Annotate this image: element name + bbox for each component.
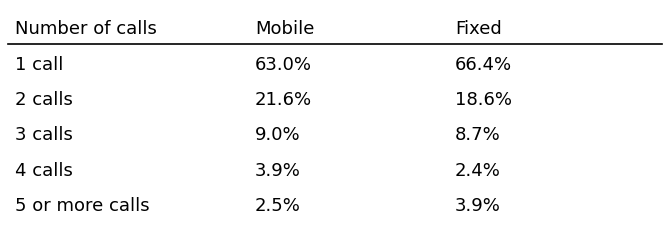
Text: 4 calls: 4 calls xyxy=(15,161,72,179)
Text: 2.5%: 2.5% xyxy=(255,196,301,214)
Text: 1 call: 1 call xyxy=(15,56,63,74)
Text: 66.4%: 66.4% xyxy=(455,56,513,74)
Text: 5 or more calls: 5 or more calls xyxy=(15,196,149,214)
Text: 8.7%: 8.7% xyxy=(455,126,501,144)
Text: 2.4%: 2.4% xyxy=(455,161,501,179)
Text: 2 calls: 2 calls xyxy=(15,91,72,109)
Text: 3 calls: 3 calls xyxy=(15,126,72,144)
Text: Fixed: Fixed xyxy=(455,19,502,38)
Text: Number of calls: Number of calls xyxy=(15,19,157,38)
Text: 3.9%: 3.9% xyxy=(455,196,501,214)
Text: 3.9%: 3.9% xyxy=(255,161,301,179)
Text: Mobile: Mobile xyxy=(255,19,314,38)
Text: 63.0%: 63.0% xyxy=(255,56,312,74)
Text: 9.0%: 9.0% xyxy=(255,126,301,144)
Text: 21.6%: 21.6% xyxy=(255,91,312,109)
Text: 18.6%: 18.6% xyxy=(455,91,512,109)
